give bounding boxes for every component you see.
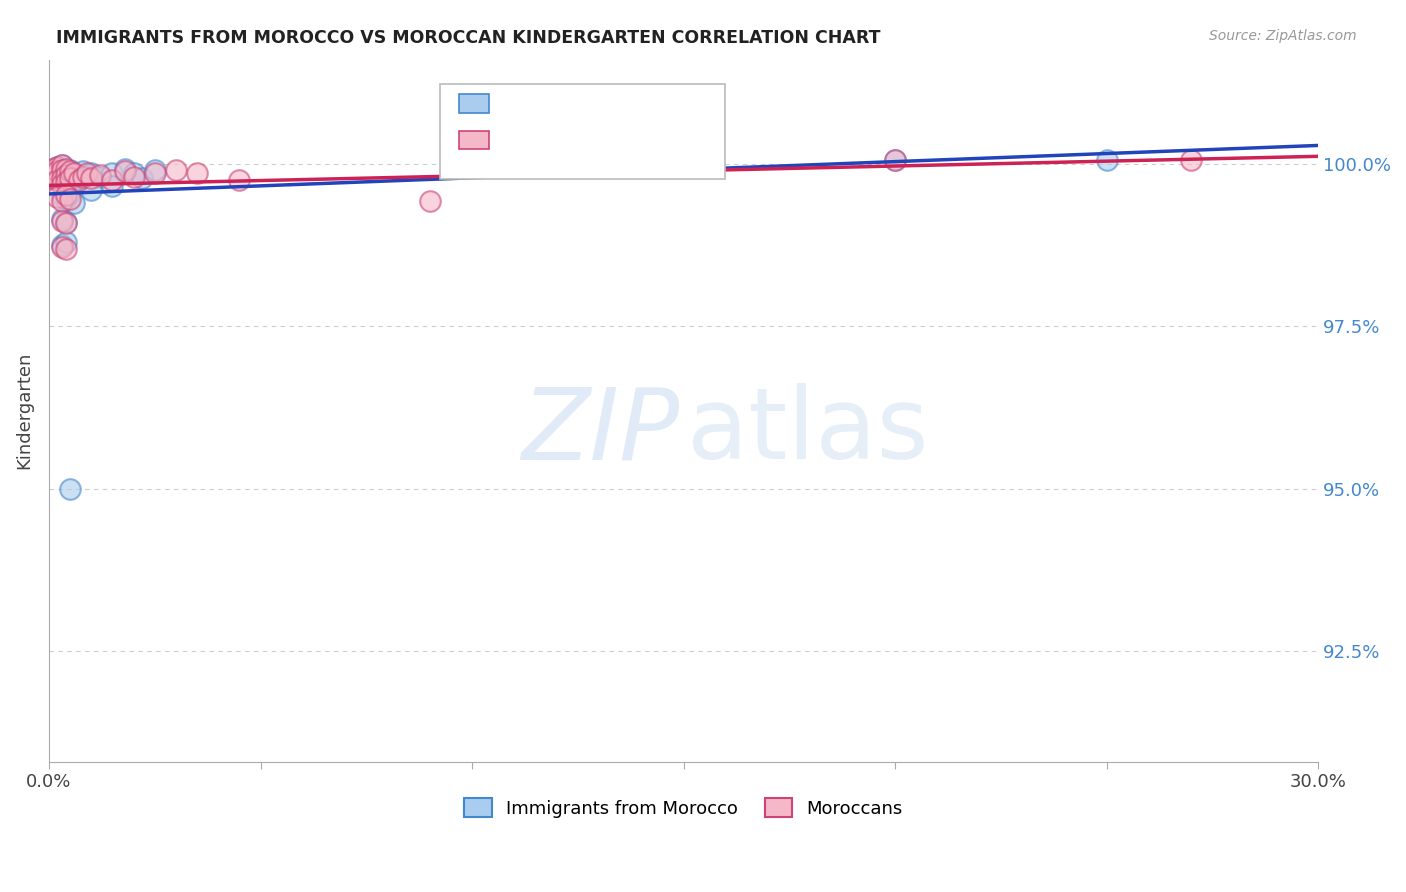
Point xyxy=(55,243,77,257)
Point xyxy=(59,163,82,178)
Text: atlas: atlas xyxy=(688,384,929,480)
Point xyxy=(51,238,73,252)
Point xyxy=(122,169,145,184)
Point xyxy=(55,178,77,192)
Point xyxy=(51,214,73,228)
Point xyxy=(55,235,77,249)
Point xyxy=(51,240,73,254)
Point xyxy=(1095,153,1118,168)
Text: R = 0.558   N = 39: R = 0.558 N = 39 xyxy=(494,139,669,157)
Point xyxy=(122,166,145,180)
Point xyxy=(55,161,77,176)
Point xyxy=(89,169,111,184)
Point xyxy=(131,170,153,185)
FancyBboxPatch shape xyxy=(458,94,489,113)
Point xyxy=(46,173,69,187)
Point xyxy=(59,173,82,187)
Point xyxy=(114,161,136,176)
Point xyxy=(46,160,69,174)
Point xyxy=(46,164,69,178)
Point xyxy=(46,173,69,187)
Point xyxy=(80,166,103,180)
Point xyxy=(59,164,82,178)
Point xyxy=(884,153,907,168)
Point xyxy=(67,173,90,187)
Point xyxy=(143,166,166,180)
Point xyxy=(186,166,208,180)
Point xyxy=(42,161,65,176)
Point xyxy=(55,175,77,189)
Point xyxy=(59,193,82,207)
Point xyxy=(51,158,73,172)
Point xyxy=(51,158,73,172)
Point xyxy=(42,166,65,180)
Point xyxy=(46,166,69,180)
Point xyxy=(55,187,77,202)
Legend: Immigrants from Morocco, Moroccans: Immigrants from Morocco, Moroccans xyxy=(457,791,910,825)
Point xyxy=(55,169,77,183)
Point xyxy=(80,170,103,185)
Point xyxy=(51,170,73,185)
Point xyxy=(63,166,86,180)
Text: R = 0.472   N = 37: R = 0.472 N = 37 xyxy=(494,102,669,120)
Point xyxy=(55,216,77,230)
Point xyxy=(42,163,65,178)
Point xyxy=(419,194,441,209)
Text: ZIP: ZIP xyxy=(522,384,679,480)
Point xyxy=(101,179,124,194)
Point xyxy=(59,482,82,496)
Point xyxy=(228,173,250,187)
Point xyxy=(89,169,111,183)
Point xyxy=(143,163,166,178)
Point xyxy=(59,170,82,185)
Point xyxy=(59,186,82,200)
Point xyxy=(51,178,73,192)
Point xyxy=(80,183,103,197)
Point xyxy=(63,195,86,210)
Point xyxy=(884,153,907,168)
Point xyxy=(55,215,77,229)
Point xyxy=(67,170,90,185)
Point xyxy=(51,163,73,178)
Point xyxy=(55,169,77,183)
Point xyxy=(51,194,73,209)
Text: Source: ZipAtlas.com: Source: ZipAtlas.com xyxy=(1209,29,1357,43)
Point xyxy=(42,169,65,184)
Point xyxy=(1180,153,1202,168)
Point xyxy=(51,176,73,190)
Point xyxy=(55,161,77,176)
Y-axis label: Kindergarten: Kindergarten xyxy=(15,352,32,469)
Point xyxy=(76,169,98,183)
Point xyxy=(76,166,98,180)
Point xyxy=(72,169,94,184)
Point xyxy=(51,211,73,226)
Point xyxy=(114,164,136,178)
Point xyxy=(101,173,124,187)
Point xyxy=(51,164,73,178)
Point xyxy=(165,163,187,178)
FancyBboxPatch shape xyxy=(458,130,489,150)
Point xyxy=(101,166,124,180)
Point xyxy=(42,170,65,185)
Point xyxy=(72,164,94,178)
FancyBboxPatch shape xyxy=(440,84,725,179)
Point xyxy=(46,160,69,174)
Point xyxy=(63,166,86,180)
Point xyxy=(46,190,69,204)
Point xyxy=(42,168,65,182)
Point xyxy=(55,193,77,207)
Point xyxy=(51,189,73,203)
Text: IMMIGRANTS FROM MOROCCO VS MOROCCAN KINDERGARTEN CORRELATION CHART: IMMIGRANTS FROM MOROCCO VS MOROCCAN KIND… xyxy=(56,29,880,46)
